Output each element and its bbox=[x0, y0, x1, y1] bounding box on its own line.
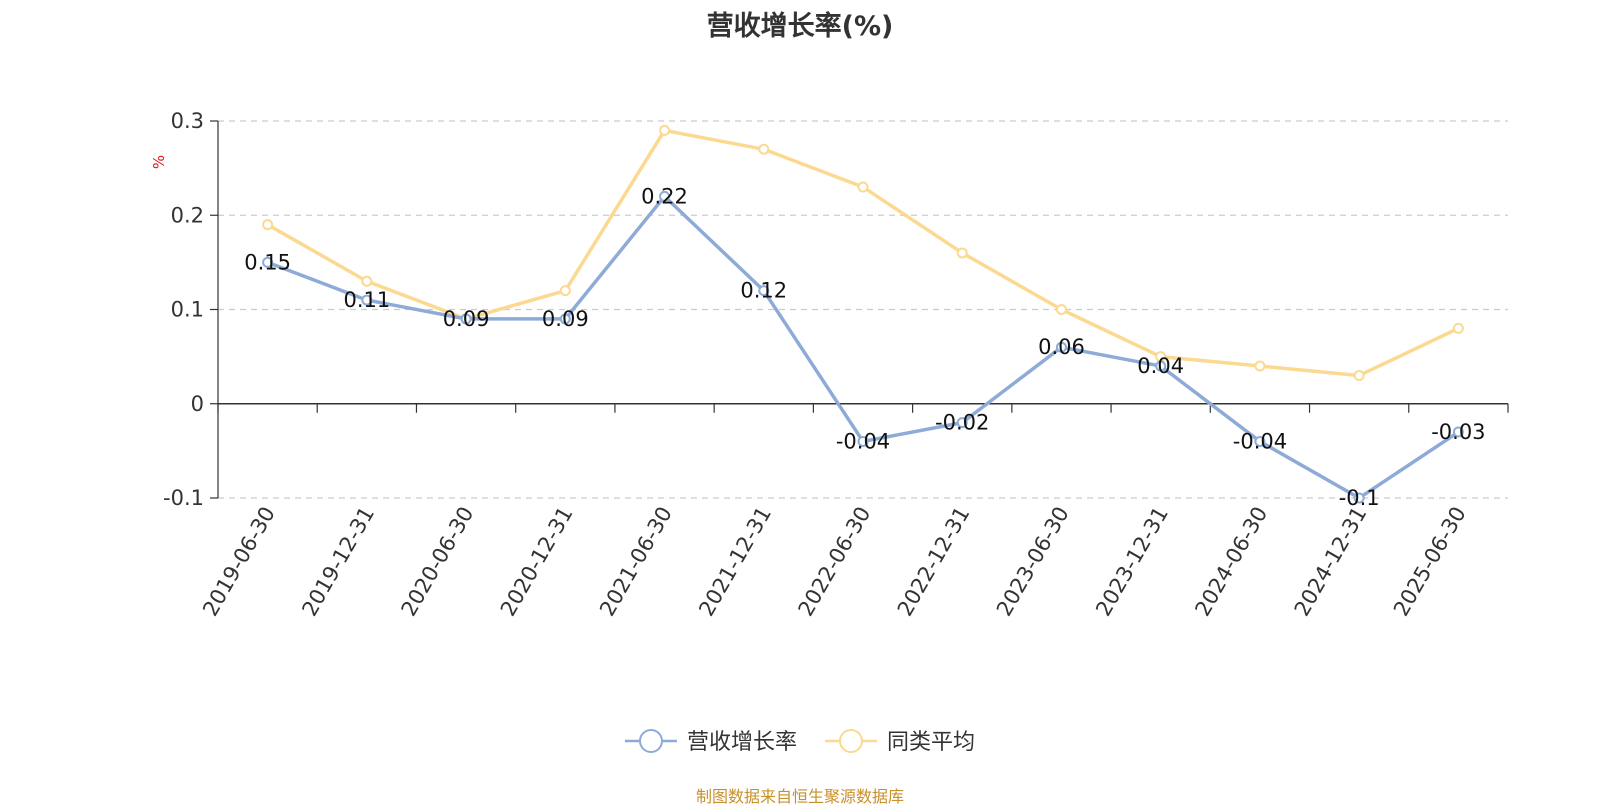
data-labels: 0.15 0.11 0.09 0.09 0.22 0.12 -0.04 -0.02 0.06 0.… bbox=[244, 184, 1485, 510]
data-point-peer-average bbox=[361, 275, 373, 287]
x-tick-label: 2020-12-31 bbox=[496, 503, 578, 621]
data-point-revenue-growth bbox=[758, 285, 770, 297]
data-point-peer-average bbox=[1452, 322, 1464, 334]
x-tick-label: 2019-12-31 bbox=[297, 503, 379, 621]
data-label: 0.09 bbox=[443, 307, 490, 331]
y-tick-label: 0.2 bbox=[171, 203, 204, 227]
legend-label: 营收增长率 bbox=[687, 730, 797, 755]
x-tick-label: 2022-12-31 bbox=[893, 502, 975, 620]
data-point-revenue-growth bbox=[659, 190, 671, 202]
data-point-peer-average bbox=[1254, 360, 1266, 372]
data-point-revenue-growth bbox=[1353, 492, 1365, 504]
data-point-peer-average bbox=[857, 181, 869, 193]
data-label: -0.02 bbox=[935, 411, 989, 435]
x-tick-label: 2024-06-30 bbox=[1190, 503, 1272, 621]
legend-item-peer-average: 同类平均 bbox=[825, 729, 975, 755]
x-tick-label: 2024-12-31 bbox=[1290, 503, 1372, 621]
x-tick-label: 2019-06-30 bbox=[198, 503, 280, 621]
x-tick-label: 2022-06-30 bbox=[794, 503, 876, 621]
x-tick-label: 2023-12-31 bbox=[1091, 503, 1173, 621]
x-tick-label: 2021-12-31 bbox=[694, 503, 776, 621]
data-point-revenue-growth bbox=[857, 435, 869, 447]
series-line-peer-average bbox=[265, 128, 1461, 378]
data-point-peer-average bbox=[758, 143, 770, 155]
data-point-revenue-growth bbox=[956, 417, 968, 429]
data-label: -0.1 bbox=[1339, 486, 1380, 510]
data-point-peer-average bbox=[659, 124, 671, 136]
x-tick-label: 2021-06-30 bbox=[595, 503, 677, 621]
x-tick-label: 2020-06-30 bbox=[397, 502, 479, 620]
y-tick-label: 0 bbox=[191, 392, 204, 416]
series-lines bbox=[262, 124, 1464, 504]
data-label: 0.11 bbox=[343, 288, 390, 312]
data-point-peer-average bbox=[1055, 304, 1067, 315]
y-axis-label: % bbox=[150, 155, 168, 169]
data-point-revenue-growth bbox=[1055, 341, 1067, 353]
axes: -0.100.10.20.3%2019-06-30 2019-12-31 2020-… bbox=[150, 109, 1509, 621]
data-point-revenue-growth bbox=[460, 313, 472, 325]
x-tick-label: 2025-06-30 bbox=[1389, 503, 1471, 621]
legend-item-revenue-growth: 营收增长率 bbox=[625, 729, 797, 755]
y-tick-label: 0.1 bbox=[171, 298, 204, 322]
data-point-peer-average bbox=[956, 247, 968, 259]
grid-lines bbox=[218, 120, 1508, 499]
data-label: 0.04 bbox=[1137, 354, 1184, 378]
data-point-revenue-growth bbox=[361, 294, 373, 306]
data-label: 0.09 bbox=[542, 307, 589, 331]
data-label: -0.04 bbox=[1233, 429, 1287, 453]
data-point-peer-average bbox=[1353, 369, 1365, 381]
data-label: 0.06 bbox=[1038, 335, 1085, 359]
x-tick-label: 2023-06-30 bbox=[992, 503, 1074, 621]
data-point-peer-average bbox=[559, 285, 571, 297]
data-point-revenue-growth bbox=[1155, 360, 1167, 372]
data-label: 0.12 bbox=[740, 279, 787, 303]
data-label: -0.03 bbox=[1431, 420, 1485, 444]
data-point-revenue-growth bbox=[1452, 426, 1464, 438]
chart-title: 营收增长率(%) bbox=[706, 11, 894, 42]
data-label: 0.15 bbox=[244, 250, 291, 274]
data-point-revenue-growth bbox=[1254, 435, 1266, 447]
y-tick-label: -0.1 bbox=[163, 486, 204, 510]
y-tick-label: 0.3 bbox=[171, 109, 204, 133]
data-label: -0.04 bbox=[836, 429, 890, 453]
data-point-revenue-growth bbox=[262, 256, 274, 268]
data-label: 0.22 bbox=[641, 184, 688, 208]
legend-marker bbox=[839, 729, 863, 753]
source-note: 制图数据来自恒生聚源数据库 bbox=[695, 787, 904, 806]
legend-marker bbox=[639, 729, 663, 753]
legend-label: 同类平均 bbox=[887, 730, 975, 755]
data-point-revenue-growth bbox=[559, 313, 571, 325]
data-point-peer-average bbox=[262, 219, 274, 231]
legend: 营收增长率 同类平均 bbox=[625, 729, 975, 755]
